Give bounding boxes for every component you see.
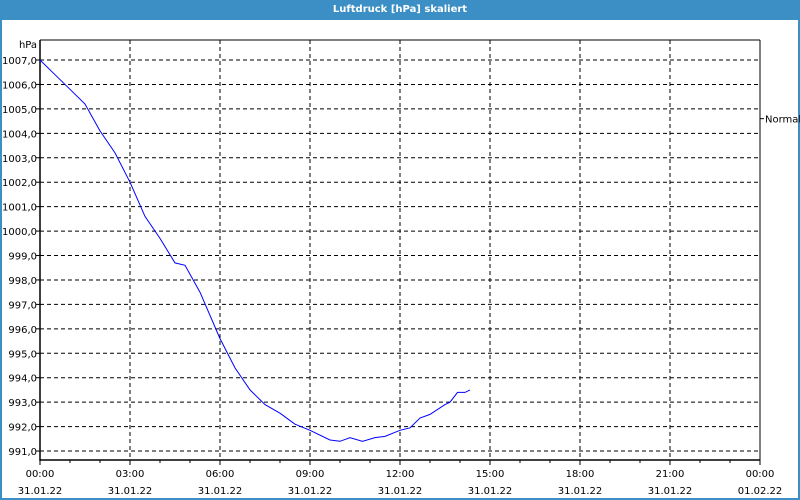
- x-tick-time: 03:00: [116, 469, 145, 480]
- y-tick-label: 992,0: [8, 423, 37, 434]
- x-tick-date: 31.01.22: [198, 486, 243, 497]
- y-tick-label: 1007,0: [2, 56, 37, 67]
- y-tick-label: 993,0: [8, 398, 37, 409]
- y-axis-label: hPa: [19, 40, 37, 51]
- y-tick-label: 991,0: [8, 447, 37, 458]
- y-tick-label: 1000,0: [2, 227, 37, 238]
- y-tick-label: 1005,0: [2, 105, 37, 116]
- x-tick-time: 21:00: [656, 469, 685, 480]
- x-tick-date: 31.01.22: [108, 486, 153, 497]
- x-tick-date: 31.01.22: [468, 486, 513, 497]
- x-tick-date: 31.01.22: [558, 486, 603, 497]
- y-tick-label: 997,0: [8, 300, 37, 311]
- y-tick-label: 1001,0: [2, 203, 37, 214]
- x-tick-time: 06:00: [206, 469, 235, 480]
- x-tick-date: 31.01.22: [648, 486, 693, 497]
- y-tick-label: 994,0: [8, 374, 37, 385]
- y-tick-label: 1003,0: [2, 154, 37, 165]
- y-tick-label: 1004,0: [2, 129, 37, 140]
- x-tick-date: 31.01.22: [18, 486, 63, 497]
- y-tick-label: 995,0: [8, 349, 37, 360]
- x-tick-time: 09:00: [296, 469, 325, 480]
- x-tick-time: 18:00: [566, 469, 595, 480]
- x-tick-date: 01.02.22: [738, 486, 783, 497]
- y-tick-label: 999,0: [8, 252, 37, 263]
- x-tick-time: 15:00: [476, 469, 505, 480]
- x-tick-date: 31.01.22: [378, 486, 423, 497]
- x-tick-time: 12:00: [386, 469, 415, 480]
- x-tick-time: 00:00: [746, 469, 775, 480]
- normal-label: Normal: [765, 115, 800, 126]
- y-tick-label: 996,0: [8, 325, 37, 336]
- x-tick-date: 31.01.22: [288, 486, 333, 497]
- y-tick-label: 998,0: [8, 276, 37, 287]
- pressure-line: [39, 59, 471, 442]
- y-tick-label: 1002,0: [2, 178, 37, 189]
- window-title: Luftdruck [hPa] skaliert: [0, 0, 800, 20]
- x-tick-time: 00:00: [26, 469, 55, 480]
- y-tick-label: 1006,0: [2, 80, 37, 91]
